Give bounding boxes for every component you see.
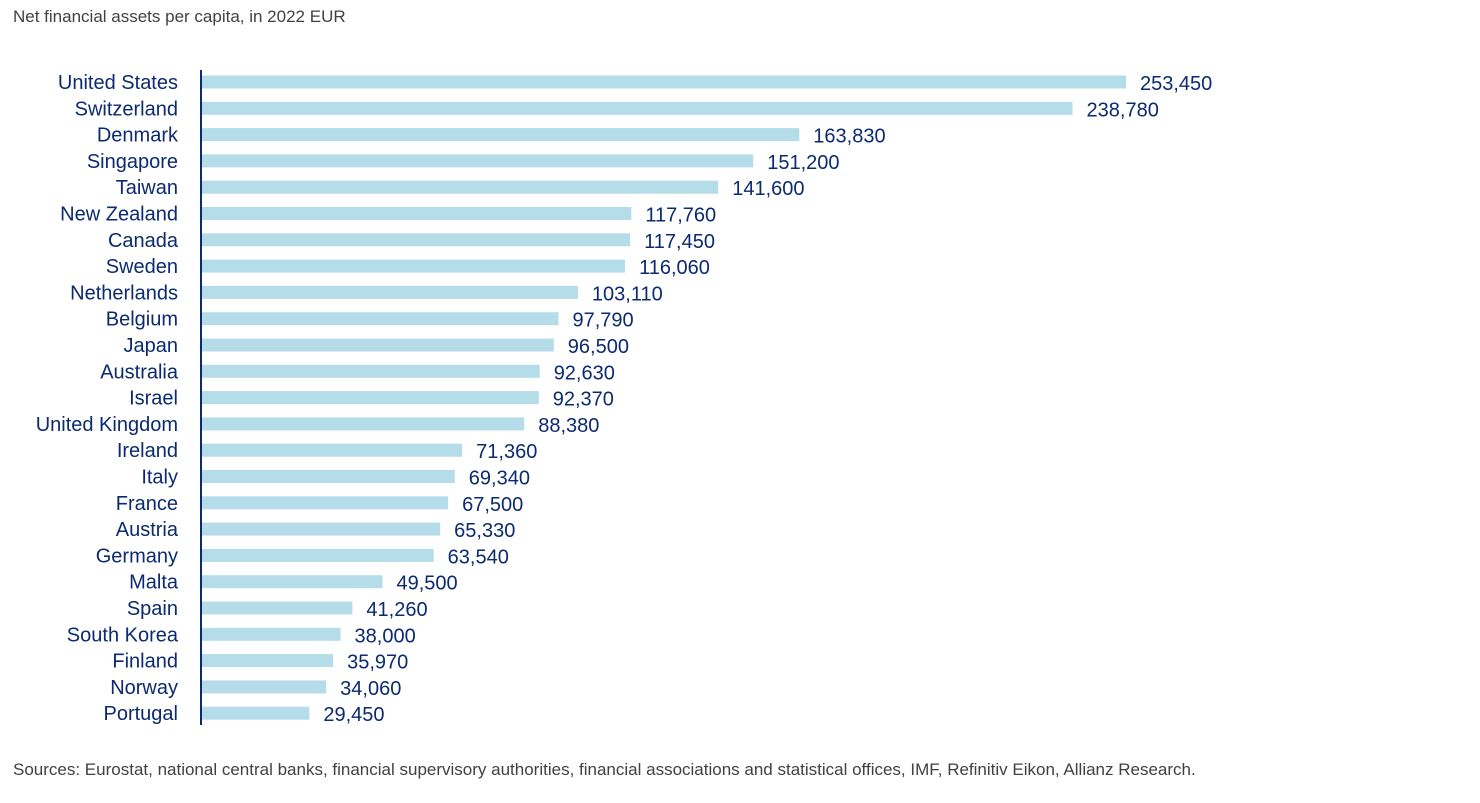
category-label: Singapore: [87, 151, 178, 173]
bar-united-states: [202, 75, 1126, 89]
value-label: 96,500: [568, 336, 629, 358]
category-label: Ireland: [117, 440, 178, 462]
bar-south-korea: [202, 627, 341, 641]
value-label: 35,970: [347, 652, 408, 674]
category-label: Finland: [112, 651, 178, 673]
chart-subtitle: Net financial assets per capita, in 2022…: [13, 7, 346, 26]
bar-switzerland: [202, 101, 1073, 115]
category-label: Belgium: [106, 309, 178, 331]
bar-spain: [202, 601, 353, 615]
category-label: United States: [58, 72, 178, 94]
bar-canada: [202, 233, 631, 247]
category-label: New Zealand: [60, 204, 178, 226]
bar-singapore: [202, 154, 754, 168]
category-label: Canada: [108, 230, 179, 252]
category-label: France: [116, 493, 178, 515]
category-label: Netherlands: [70, 282, 178, 304]
bar-austria: [202, 522, 441, 536]
bar-germany: [202, 548, 434, 562]
value-label: 67,500: [462, 494, 523, 516]
bars-group: [202, 75, 1126, 720]
bar-taiwan: [202, 180, 719, 194]
value-label: 88,380: [538, 415, 599, 437]
value-label: 65,330: [454, 520, 515, 542]
bar-finland: [202, 654, 334, 668]
bar-ireland: [202, 443, 463, 457]
category-label: Sweden: [106, 256, 178, 278]
value-label: 151,200: [767, 152, 839, 174]
bar-portugal: [202, 706, 310, 720]
value-label: 69,340: [469, 468, 530, 490]
value-label: 71,360: [476, 441, 537, 463]
value-label: 238,780: [1087, 99, 1159, 121]
category-label: Italy: [141, 467, 178, 489]
bar-sweden: [202, 259, 626, 273]
bar-united-kingdom: [202, 417, 525, 431]
bar-new-zealand: [202, 207, 632, 220]
category-label: Denmark: [97, 125, 179, 147]
bar-malta: [202, 575, 383, 589]
value-label: 49,500: [396, 573, 457, 595]
value-label: 92,370: [553, 389, 614, 411]
category-label: Norway: [110, 677, 178, 699]
category-labels-group: United States Switzerland Denmark Singapore…: [36, 72, 179, 725]
value-label: 29,450: [323, 704, 384, 726]
category-label: United Kingdom: [36, 414, 178, 436]
bar-denmark: [202, 128, 800, 142]
bar-belgium: [202, 312, 559, 326]
value-label: 141,600: [732, 178, 804, 200]
value-label: 103,110: [592, 283, 663, 305]
bar-netherlands: [202, 285, 578, 299]
category-label: Malta: [129, 572, 179, 594]
bar-israel: [202, 391, 539, 405]
bar-japan: [202, 338, 554, 352]
bar-france: [202, 496, 449, 510]
value-label: 97,790: [573, 310, 634, 332]
category-label: Israel: [129, 388, 178, 410]
value-label: 117,450: [644, 231, 715, 253]
value-label: 41,260: [366, 599, 427, 621]
bar-australia: [202, 364, 540, 378]
value-label: 163,830: [813, 126, 885, 148]
category-label: Germany: [96, 545, 178, 567]
bar-italy: [202, 470, 455, 483]
category-label: Spain: [127, 598, 178, 620]
value-labels-group: 253,450 238,780 163,830 151,200 141,600 117,7…: [323, 73, 1212, 726]
value-label: 63,540: [448, 546, 509, 568]
category-label: Switzerland: [75, 98, 178, 120]
category-label: South Korea: [67, 624, 179, 646]
value-label: 38,000: [355, 625, 416, 647]
value-label: 253,450: [1140, 73, 1212, 95]
value-label: 92,630: [554, 362, 615, 384]
category-label: Japan: [124, 335, 179, 357]
category-label: Austria: [116, 519, 179, 541]
value-label: 34,060: [340, 678, 401, 700]
category-label: Australia: [100, 361, 179, 383]
source-note: Sources: Eurostat, national central bank…: [13, 760, 1196, 779]
value-label: 117,760: [645, 205, 716, 227]
category-label: Portugal: [104, 703, 179, 725]
bar-norway: [202, 680, 327, 694]
bar-chart: United States Switzerland Denmark Singapore…: [36, 70, 1212, 726]
category-label: Taiwan: [116, 177, 178, 199]
value-label: 116,060: [639, 257, 710, 279]
